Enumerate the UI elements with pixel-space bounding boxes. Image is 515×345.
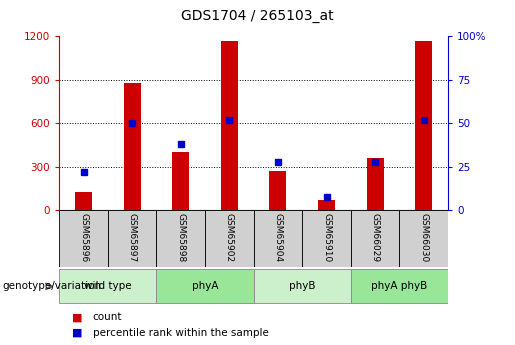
Bar (75, 191, 92, 210)
Bar (253, 269, 351, 304)
Bar (157, 210, 205, 267)
Text: GSM65910: GSM65910 (322, 213, 331, 263)
Text: count: count (93, 313, 122, 322)
Bar (415, 41, 432, 210)
Text: GSM65897: GSM65897 (128, 213, 136, 263)
Text: genotype/variation: genotype/variation (3, 282, 101, 291)
Bar (205, 210, 253, 267)
Bar (59, 210, 108, 267)
Text: phyA: phyA (192, 282, 218, 291)
Bar (400, 210, 448, 267)
Text: GSM65904: GSM65904 (273, 213, 282, 263)
Text: GSM66029: GSM66029 (371, 213, 380, 263)
Text: GSM66030: GSM66030 (419, 213, 428, 263)
Bar (351, 210, 400, 267)
Text: wild type: wild type (84, 282, 132, 291)
Bar (108, 210, 157, 267)
Bar (124, 83, 141, 210)
Bar (318, 200, 335, 210)
Bar (269, 171, 286, 210)
Bar (351, 269, 448, 304)
Bar (172, 152, 189, 210)
Bar (221, 41, 238, 210)
Text: GSM65898: GSM65898 (176, 213, 185, 263)
Bar (253, 210, 302, 267)
Bar (157, 269, 253, 304)
Text: GDS1704 / 265103_at: GDS1704 / 265103_at (181, 9, 334, 23)
Bar (302, 210, 351, 267)
Bar (367, 158, 384, 210)
Text: phyB: phyB (289, 282, 316, 291)
Text: phyA phyB: phyA phyB (371, 282, 427, 291)
Bar (59, 269, 157, 304)
Text: GSM65896: GSM65896 (79, 213, 88, 263)
Text: ■: ■ (72, 328, 82, 338)
Text: ■: ■ (72, 313, 82, 322)
Text: percentile rank within the sample: percentile rank within the sample (93, 328, 269, 338)
Text: GSM65902: GSM65902 (225, 213, 234, 263)
